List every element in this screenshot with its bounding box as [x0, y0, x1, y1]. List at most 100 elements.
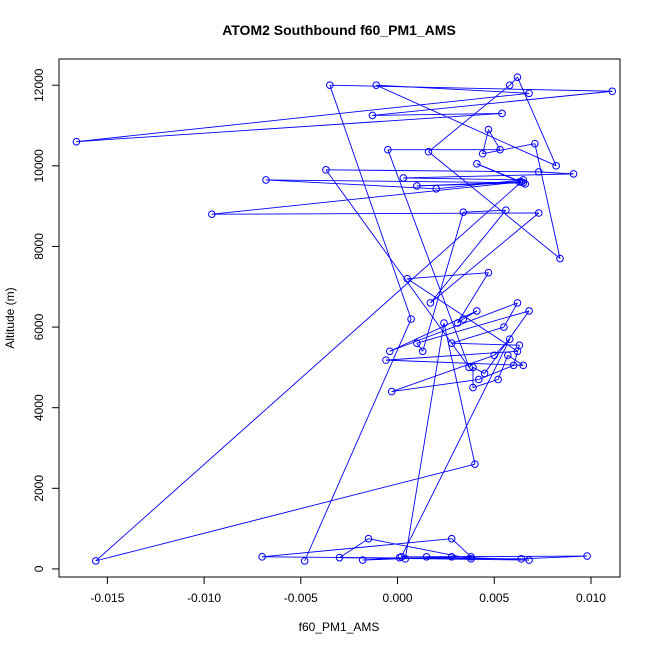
data-point	[447, 534, 456, 543]
series-segment	[95, 463, 476, 562]
data-point	[517, 555, 526, 563]
y-tick-label: 0	[32, 565, 46, 572]
plot-frame	[58, 58, 621, 578]
data-point	[364, 534, 373, 543]
data-point	[474, 375, 483, 384]
data-point	[534, 168, 543, 176]
y-axis-label: Altitude (m)	[3, 287, 17, 348]
series-segment	[389, 310, 478, 352]
series-segment	[368, 538, 472, 560]
series-segment	[329, 84, 613, 92]
series-segment	[325, 169, 539, 173]
x-tick-label: -0.015	[90, 591, 124, 605]
data-point	[469, 363, 477, 372]
series-segment	[488, 129, 501, 150]
y-tick-label: 10000	[32, 149, 46, 183]
data-point	[372, 81, 381, 90]
data-point	[484, 268, 493, 277]
series-segment	[451, 342, 520, 346]
data-point	[403, 274, 412, 283]
data-point	[262, 176, 270, 184]
data-point	[473, 307, 481, 315]
data-point	[569, 170, 578, 178]
x-tick-label: 0.000	[383, 591, 413, 605]
series-segment	[376, 84, 530, 94]
data-point	[534, 209, 543, 217]
data-point	[258, 553, 266, 561]
y-tick-label: 8000	[32, 233, 46, 260]
series-segment	[482, 143, 535, 155]
series-segment	[385, 359, 524, 366]
series-segment	[472, 379, 499, 388]
data-point	[459, 315, 468, 323]
series-segment	[472, 366, 485, 374]
data-point	[490, 351, 499, 360]
series-segment	[517, 76, 557, 167]
data-point	[459, 208, 468, 216]
data-point	[517, 178, 526, 186]
series-segment	[362, 557, 400, 561]
data-point	[395, 553, 404, 562]
data-point	[467, 553, 475, 561]
series-segment	[476, 163, 526, 185]
data-point	[525, 89, 533, 98]
series-segment	[339, 557, 530, 561]
series-segment	[416, 181, 520, 187]
data-point	[385, 347, 394, 356]
data-point	[471, 460, 479, 468]
data-point	[413, 339, 421, 347]
y-tick-label: 12000	[32, 68, 46, 102]
series-segment	[463, 209, 506, 213]
data-point	[335, 553, 344, 562]
series-segment	[76, 112, 503, 143]
y-tick-label: 4000	[32, 394, 46, 421]
data-point	[509, 361, 518, 370]
data-point	[515, 341, 524, 350]
data-point	[494, 375, 502, 384]
data-point	[399, 174, 408, 182]
data-point	[484, 125, 493, 134]
series-segment	[430, 212, 540, 304]
series-segment	[422, 212, 464, 352]
series-segment	[265, 179, 437, 190]
series-segment	[534, 143, 561, 259]
data-point	[608, 87, 617, 96]
data-point	[552, 162, 560, 170]
series-segment	[389, 302, 518, 352]
series-segment	[404, 322, 445, 559]
data-point	[382, 356, 390, 364]
series-segment	[509, 76, 518, 86]
y-tick-label: 2000	[32, 475, 46, 502]
data-point	[519, 176, 528, 184]
x-tick-label: -0.005	[284, 591, 318, 605]
data-point	[384, 145, 392, 154]
data-point	[326, 81, 334, 90]
series-segment	[391, 354, 495, 392]
x-tick-label: 0.010	[576, 591, 606, 605]
data-point	[500, 323, 508, 331]
series-segment	[443, 322, 476, 465]
series-segment	[407, 272, 489, 280]
data-point	[519, 361, 528, 370]
data-point	[513, 299, 522, 307]
data-point	[583, 552, 591, 560]
series-segment	[451, 556, 530, 561]
series-segment	[428, 84, 511, 153]
data-point	[387, 387, 396, 396]
data-point	[91, 557, 100, 565]
data-point	[473, 160, 481, 168]
data-point	[447, 553, 456, 561]
data-point	[407, 315, 415, 323]
chart-title: ATOM2 Southbound f60_PM1_AMS	[222, 22, 456, 38]
data-point	[498, 109, 506, 118]
series-segment	[376, 84, 557, 167]
series-segment	[451, 538, 472, 558]
series-segment	[391, 379, 479, 393]
data-point	[556, 254, 564, 263]
x-tick-label: -0.010	[187, 591, 221, 605]
x-axis: -0.015 -0.010 -0.005 0.000 0.005 0.010	[90, 576, 606, 605]
data-point	[358, 556, 367, 564]
series-segment	[416, 310, 530, 344]
data-point	[322, 166, 330, 174]
